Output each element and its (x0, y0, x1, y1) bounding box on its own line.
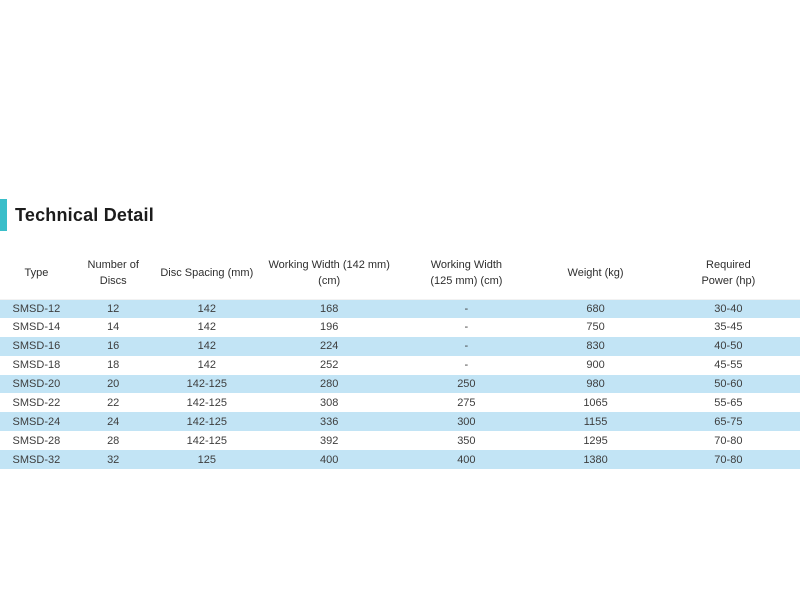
column-header: Number of Discs (72, 249, 154, 300)
technical-detail-table: Type Number of Discs Disc Spacing (mm) Work… (0, 249, 800, 470)
table-cell: 142-125 (186, 415, 227, 428)
column-header: Disc Spacing (mm) (153, 249, 260, 300)
table-cell: 1065 (583, 396, 608, 409)
table-cell: 142 (197, 302, 216, 315)
table-body: SMSD-12 12 142 168 - 680 30-40 SMSD-14 14 142 196 -… (0, 299, 800, 470)
table-cell: 28 (107, 434, 120, 447)
table-cell: 980 (586, 378, 605, 390)
table-cell: 168 (320, 302, 339, 315)
table-cell: 350 (457, 434, 476, 447)
table-cell: 142-125 (186, 378, 227, 390)
table-cell: 32 (107, 453, 120, 466)
table-cell: 1295 (583, 434, 608, 447)
table-cell: SMSD-20 (12, 378, 61, 390)
table-cell: 125 (197, 453, 216, 466)
table-cell: 55-65 (714, 396, 743, 409)
table-cell: 30-40 (714, 302, 743, 315)
section-heading: Technical Detail (0, 199, 154, 231)
table-cell: SMSD-32 (12, 453, 61, 466)
table-cell: 900 (586, 359, 605, 372)
table-cell: 250 (457, 378, 476, 390)
table-row: SMSD-24 24 142-125 336 300 1155 65-75 (0, 412, 800, 432)
table-cell: 35-45 (714, 321, 743, 334)
table-cell: - (464, 359, 469, 372)
table-cell: 14 (107, 321, 120, 334)
heading-accent-bar (0, 199, 7, 231)
table-cell: 275 (457, 396, 476, 409)
table-cell: - (464, 321, 469, 334)
table-cell: 1380 (583, 453, 608, 466)
table-cell: 196 (320, 321, 339, 334)
table-cell: 142-125 (186, 434, 227, 447)
table-cell: 24 (107, 415, 120, 428)
table-cell: 142 (197, 321, 216, 334)
table-row: SMSD-22 22 142-125 308 275 1065 55-65 (0, 393, 800, 413)
table-row: SMSD-16 16 142 224 - 830 40-50 (0, 336, 800, 356)
table-cell: 50-60 (714, 378, 743, 390)
table-row: SMSD-20 20 142-125 280 250 980 50-60 (0, 374, 800, 394)
table-cell: 680 (586, 302, 605, 315)
column-header: Required Power (hp) (656, 249, 800, 300)
table-cell: - (464, 340, 469, 353)
table-cell: SMSD-22 (12, 396, 61, 409)
table-cell: 308 (320, 396, 339, 409)
table-cell: 400 (320, 453, 339, 466)
table-cell: 224 (320, 340, 339, 353)
table-cell: 252 (320, 359, 339, 372)
table-row: SMSD-32 32 125 400 400 1380 70-80 (0, 450, 800, 470)
table-header: Type Number of Discs Disc Spacing (mm) Work… (0, 249, 800, 300)
table-cell: SMSD-24 (12, 415, 61, 428)
table-row: SMSD-18 18 142 252 - 900 45-55 (0, 355, 800, 375)
table-cell: 22 (107, 396, 120, 409)
table-cell: SMSD-28 (12, 434, 61, 447)
section-title: Technical Detail (15, 204, 154, 225)
column-header: Weight (kg) (534, 249, 657, 300)
table-cell: 392 (320, 434, 339, 447)
table-cell: 1155 (583, 415, 608, 428)
column-header: Type (0, 249, 73, 300)
table-cell: 16 (107, 340, 120, 353)
table-cell: - (464, 302, 469, 315)
table-row: SMSD-28 28 142-125 392 350 1295 70-80 (0, 431, 800, 451)
table-cell: 40-50 (714, 340, 743, 353)
table-cell: 300 (457, 415, 476, 428)
table-cell: 750 (586, 321, 605, 334)
table-cell: 830 (586, 340, 605, 353)
table-row: SMSD-12 12 142 168 - 680 30-40 (0, 299, 800, 318)
table-cell: SMSD-16 (12, 340, 61, 353)
table-cell: 400 (457, 453, 476, 466)
column-header: Working Width (142 mm) (cm) (259, 249, 399, 300)
table-cell: 45-55 (714, 359, 743, 372)
table-cell: 18 (107, 359, 120, 372)
table-cell: SMSD-14 (12, 321, 61, 334)
table-cell: 65-75 (714, 415, 743, 428)
table-cell: SMSD-12 (12, 302, 61, 315)
table-cell: 70-80 (714, 434, 743, 447)
table-cell: 142 (197, 340, 216, 353)
table-cell: 12 (107, 302, 120, 315)
table-cell: 70-80 (714, 453, 743, 466)
table-cell: 142 (197, 359, 216, 372)
table-header-row: Type Number of Discs Disc Spacing (mm) Work… (0, 249, 800, 300)
table-cell: 20 (107, 378, 120, 390)
table-cell: 280 (320, 378, 339, 390)
table-row: SMSD-14 14 142 196 - 750 35-45 (0, 317, 800, 337)
table-cell: 336 (320, 415, 339, 428)
column-header: Working Width (125 mm) (cm) (398, 249, 535, 300)
table-cell: SMSD-18 (12, 359, 61, 372)
table-cell: 142-125 (186, 396, 227, 409)
